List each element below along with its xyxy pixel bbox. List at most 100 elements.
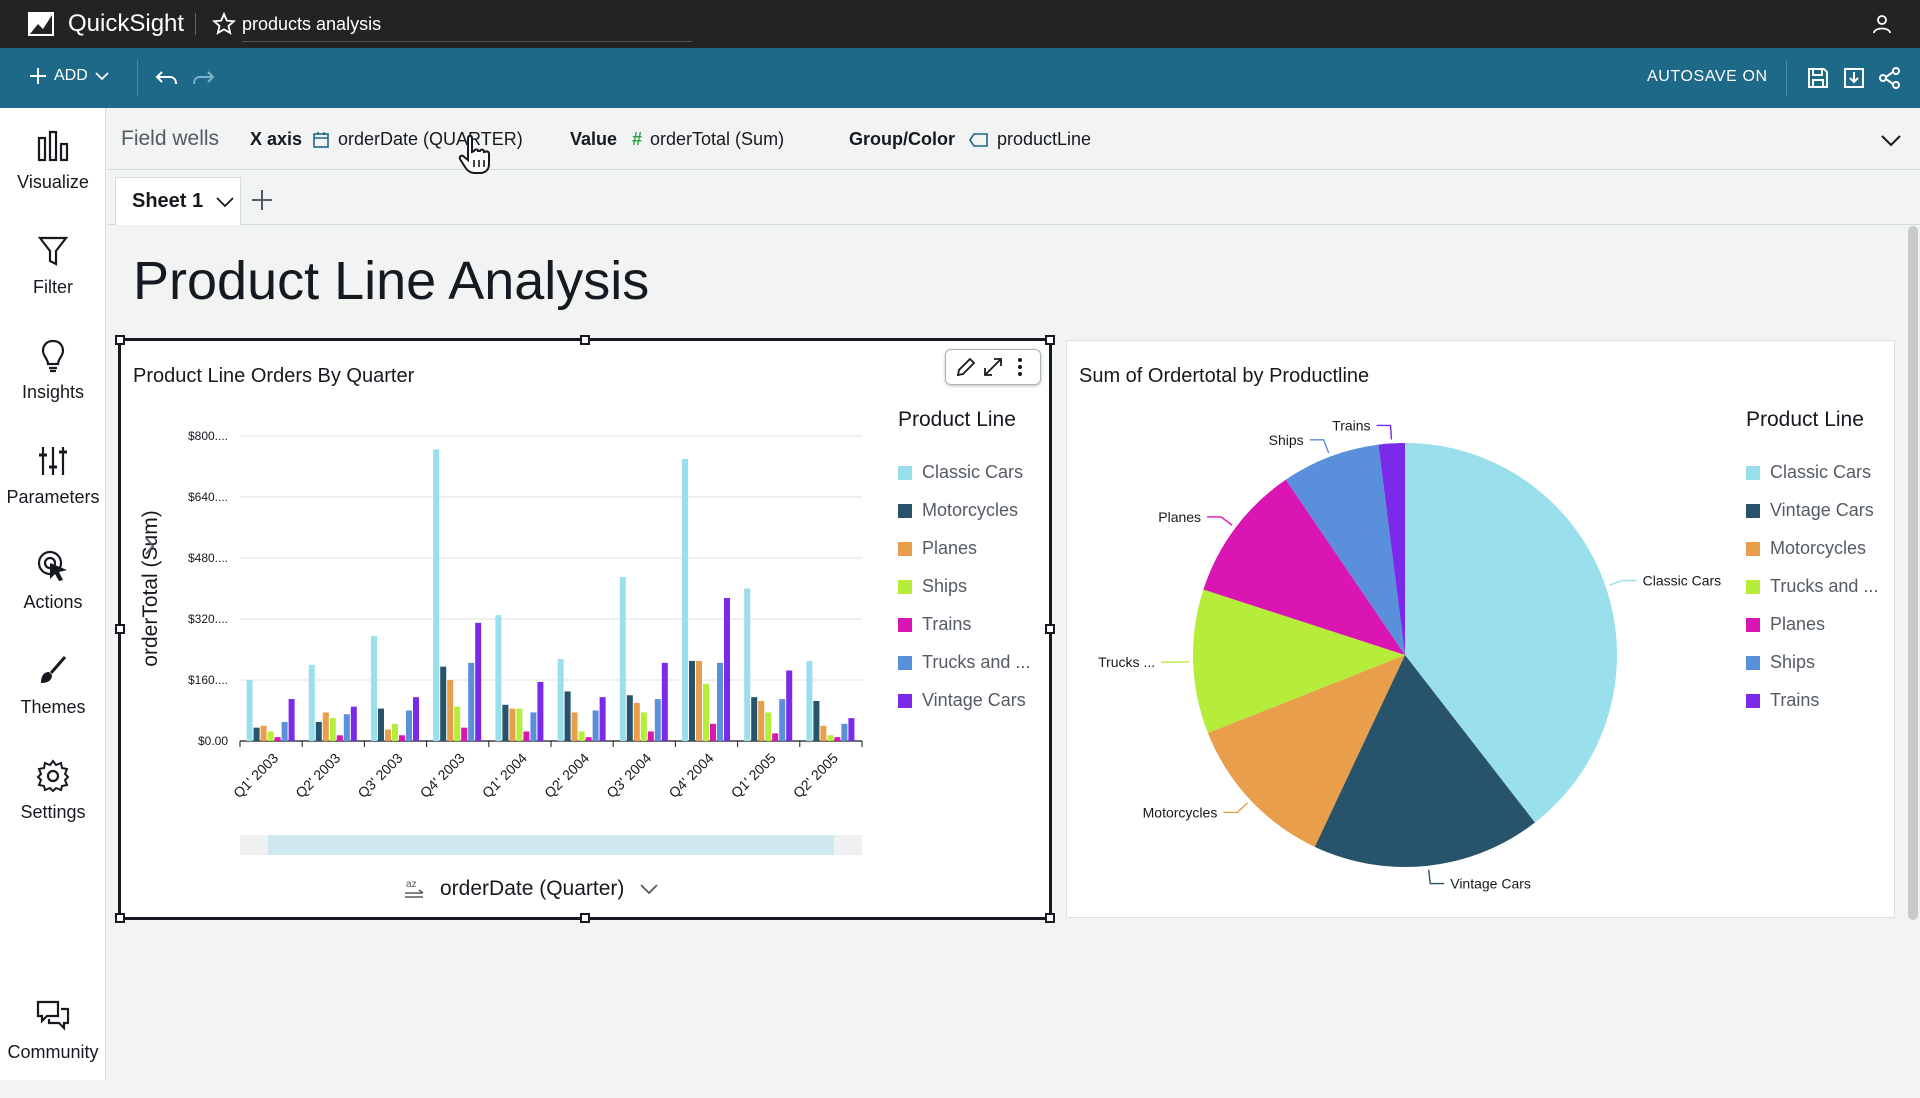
bar[interactable] (806, 661, 812, 741)
legend-item[interactable]: Ships (898, 576, 967, 597)
legend-item[interactable]: Vintage Cars (1746, 500, 1874, 521)
bar[interactable] (689, 661, 695, 741)
bar[interactable] (579, 731, 585, 741)
nav-insights[interactable]: Insights (0, 338, 106, 438)
resize-handle[interactable] (1045, 624, 1055, 634)
legend-item[interactable]: Classic Cars (1746, 462, 1871, 483)
bar[interactable] (634, 703, 640, 741)
legend-item[interactable]: Ships (1746, 652, 1815, 673)
bar[interactable] (744, 589, 750, 742)
bar[interactable] (758, 701, 764, 741)
nav-filter[interactable]: Filter (0, 233, 106, 333)
resize-handle[interactable] (115, 335, 125, 345)
x-axis-field-control[interactable]: az orderDate (Quarter) (402, 877, 660, 901)
bar[interactable] (316, 722, 322, 741)
bar[interactable] (282, 722, 288, 741)
bar[interactable] (509, 709, 515, 741)
bar[interactable] (351, 707, 357, 741)
add-sheet-icon[interactable] (249, 187, 275, 213)
autosave-toggle[interactable]: AUTOSAVE ON (1647, 68, 1768, 86)
legend-item[interactable]: Planes (898, 538, 977, 559)
bar[interactable] (385, 730, 391, 741)
bar[interactable] (662, 663, 668, 741)
resize-handle[interactable] (115, 913, 125, 923)
bar[interactable] (399, 735, 405, 741)
bar[interactable] (703, 684, 709, 741)
bar[interactable] (523, 731, 529, 741)
add-button[interactable]: ADD (28, 66, 110, 86)
star-icon[interactable] (212, 12, 236, 36)
bar[interactable] (724, 598, 730, 741)
nav-parameters[interactable]: Parameters (0, 443, 106, 543)
bar[interactable] (516, 709, 522, 741)
bar[interactable] (751, 697, 757, 741)
y-axis-title[interactable]: orderTotal (Sum) (139, 510, 162, 666)
legend-item[interactable]: Classic Cars (898, 462, 1023, 483)
zoom-scrollbar-thumb[interactable] (268, 835, 834, 855)
bar[interactable] (323, 712, 329, 741)
chevron-down-icon[interactable] (1879, 128, 1903, 152)
bar[interactable] (330, 718, 336, 741)
bar[interactable] (593, 711, 599, 742)
bar-chart-title[interactable]: Product Line Orders By Quarter (133, 365, 414, 388)
nav-community[interactable]: Community (0, 998, 106, 1098)
bar[interactable] (586, 737, 592, 741)
bar[interactable] (772, 733, 778, 741)
bar[interactable] (779, 699, 785, 741)
nav-actions[interactable]: Actions (0, 548, 106, 648)
resize-handle[interactable] (1045, 335, 1055, 345)
bar[interactable] (247, 680, 253, 741)
bar[interactable] (254, 728, 260, 741)
pie-chart-title[interactable]: Sum of Ordertotal by Productline (1079, 365, 1369, 388)
bar[interactable] (344, 714, 350, 741)
bar[interactable] (530, 712, 536, 741)
bar[interactable] (454, 707, 460, 741)
edit-icon[interactable] (955, 356, 977, 378)
bar[interactable] (537, 682, 543, 741)
export-icon[interactable] (1841, 65, 1867, 91)
legend-item[interactable]: Trains (1746, 690, 1819, 711)
bar[interactable] (406, 711, 412, 742)
bar[interactable] (682, 459, 688, 741)
bar[interactable] (337, 735, 343, 741)
legend-item[interactable]: Motorcycles (898, 500, 1018, 521)
legend-item[interactable]: Planes (1746, 614, 1825, 635)
bar[interactable] (565, 691, 571, 741)
group-color-field[interactable]: productLine (969, 129, 1091, 150)
bar[interactable] (289, 699, 295, 741)
bar[interactable] (433, 449, 439, 741)
brand-name[interactable]: QuickSight (68, 10, 184, 38)
bar[interactable] (820, 726, 826, 741)
resize-handle[interactable] (580, 913, 590, 923)
user-icon[interactable] (1870, 12, 1894, 36)
tab-sheet-1[interactable]: Sheet 1 (115, 177, 241, 225)
expand-icon[interactable] (982, 356, 1004, 378)
save-icon[interactable] (1805, 65, 1831, 91)
bar[interactable] (655, 699, 661, 741)
bar[interactable] (392, 724, 398, 741)
bar[interactable] (468, 663, 474, 741)
bar[interactable] (717, 663, 723, 741)
legend-item[interactable]: Motorcycles (1746, 538, 1866, 559)
bar[interactable] (558, 659, 564, 741)
more-options-icon[interactable] (1009, 356, 1031, 378)
undo-icon[interactable] (154, 66, 180, 90)
resize-handle[interactable] (1045, 913, 1055, 923)
bar[interactable] (495, 615, 501, 741)
x-axis-field[interactable]: orderDate (QUARTER) (312, 129, 523, 150)
bar[interactable] (620, 577, 626, 741)
redo-icon[interactable] (190, 66, 216, 90)
bar[interactable] (648, 731, 654, 741)
sort-icon[interactable]: az (402, 877, 426, 901)
legend-item[interactable]: Trucks and ... (1746, 576, 1878, 597)
legend-item[interactable]: Trains (898, 614, 971, 635)
bar[interactable] (765, 712, 771, 741)
bar[interactable] (275, 737, 281, 741)
page-scrollbar[interactable] (1908, 226, 1918, 920)
chevron-down-icon[interactable] (215, 192, 235, 212)
bar[interactable] (813, 701, 819, 741)
bar[interactable] (461, 728, 467, 741)
bar[interactable] (268, 731, 274, 741)
share-icon[interactable] (1877, 65, 1903, 91)
bar[interactable] (641, 712, 647, 741)
